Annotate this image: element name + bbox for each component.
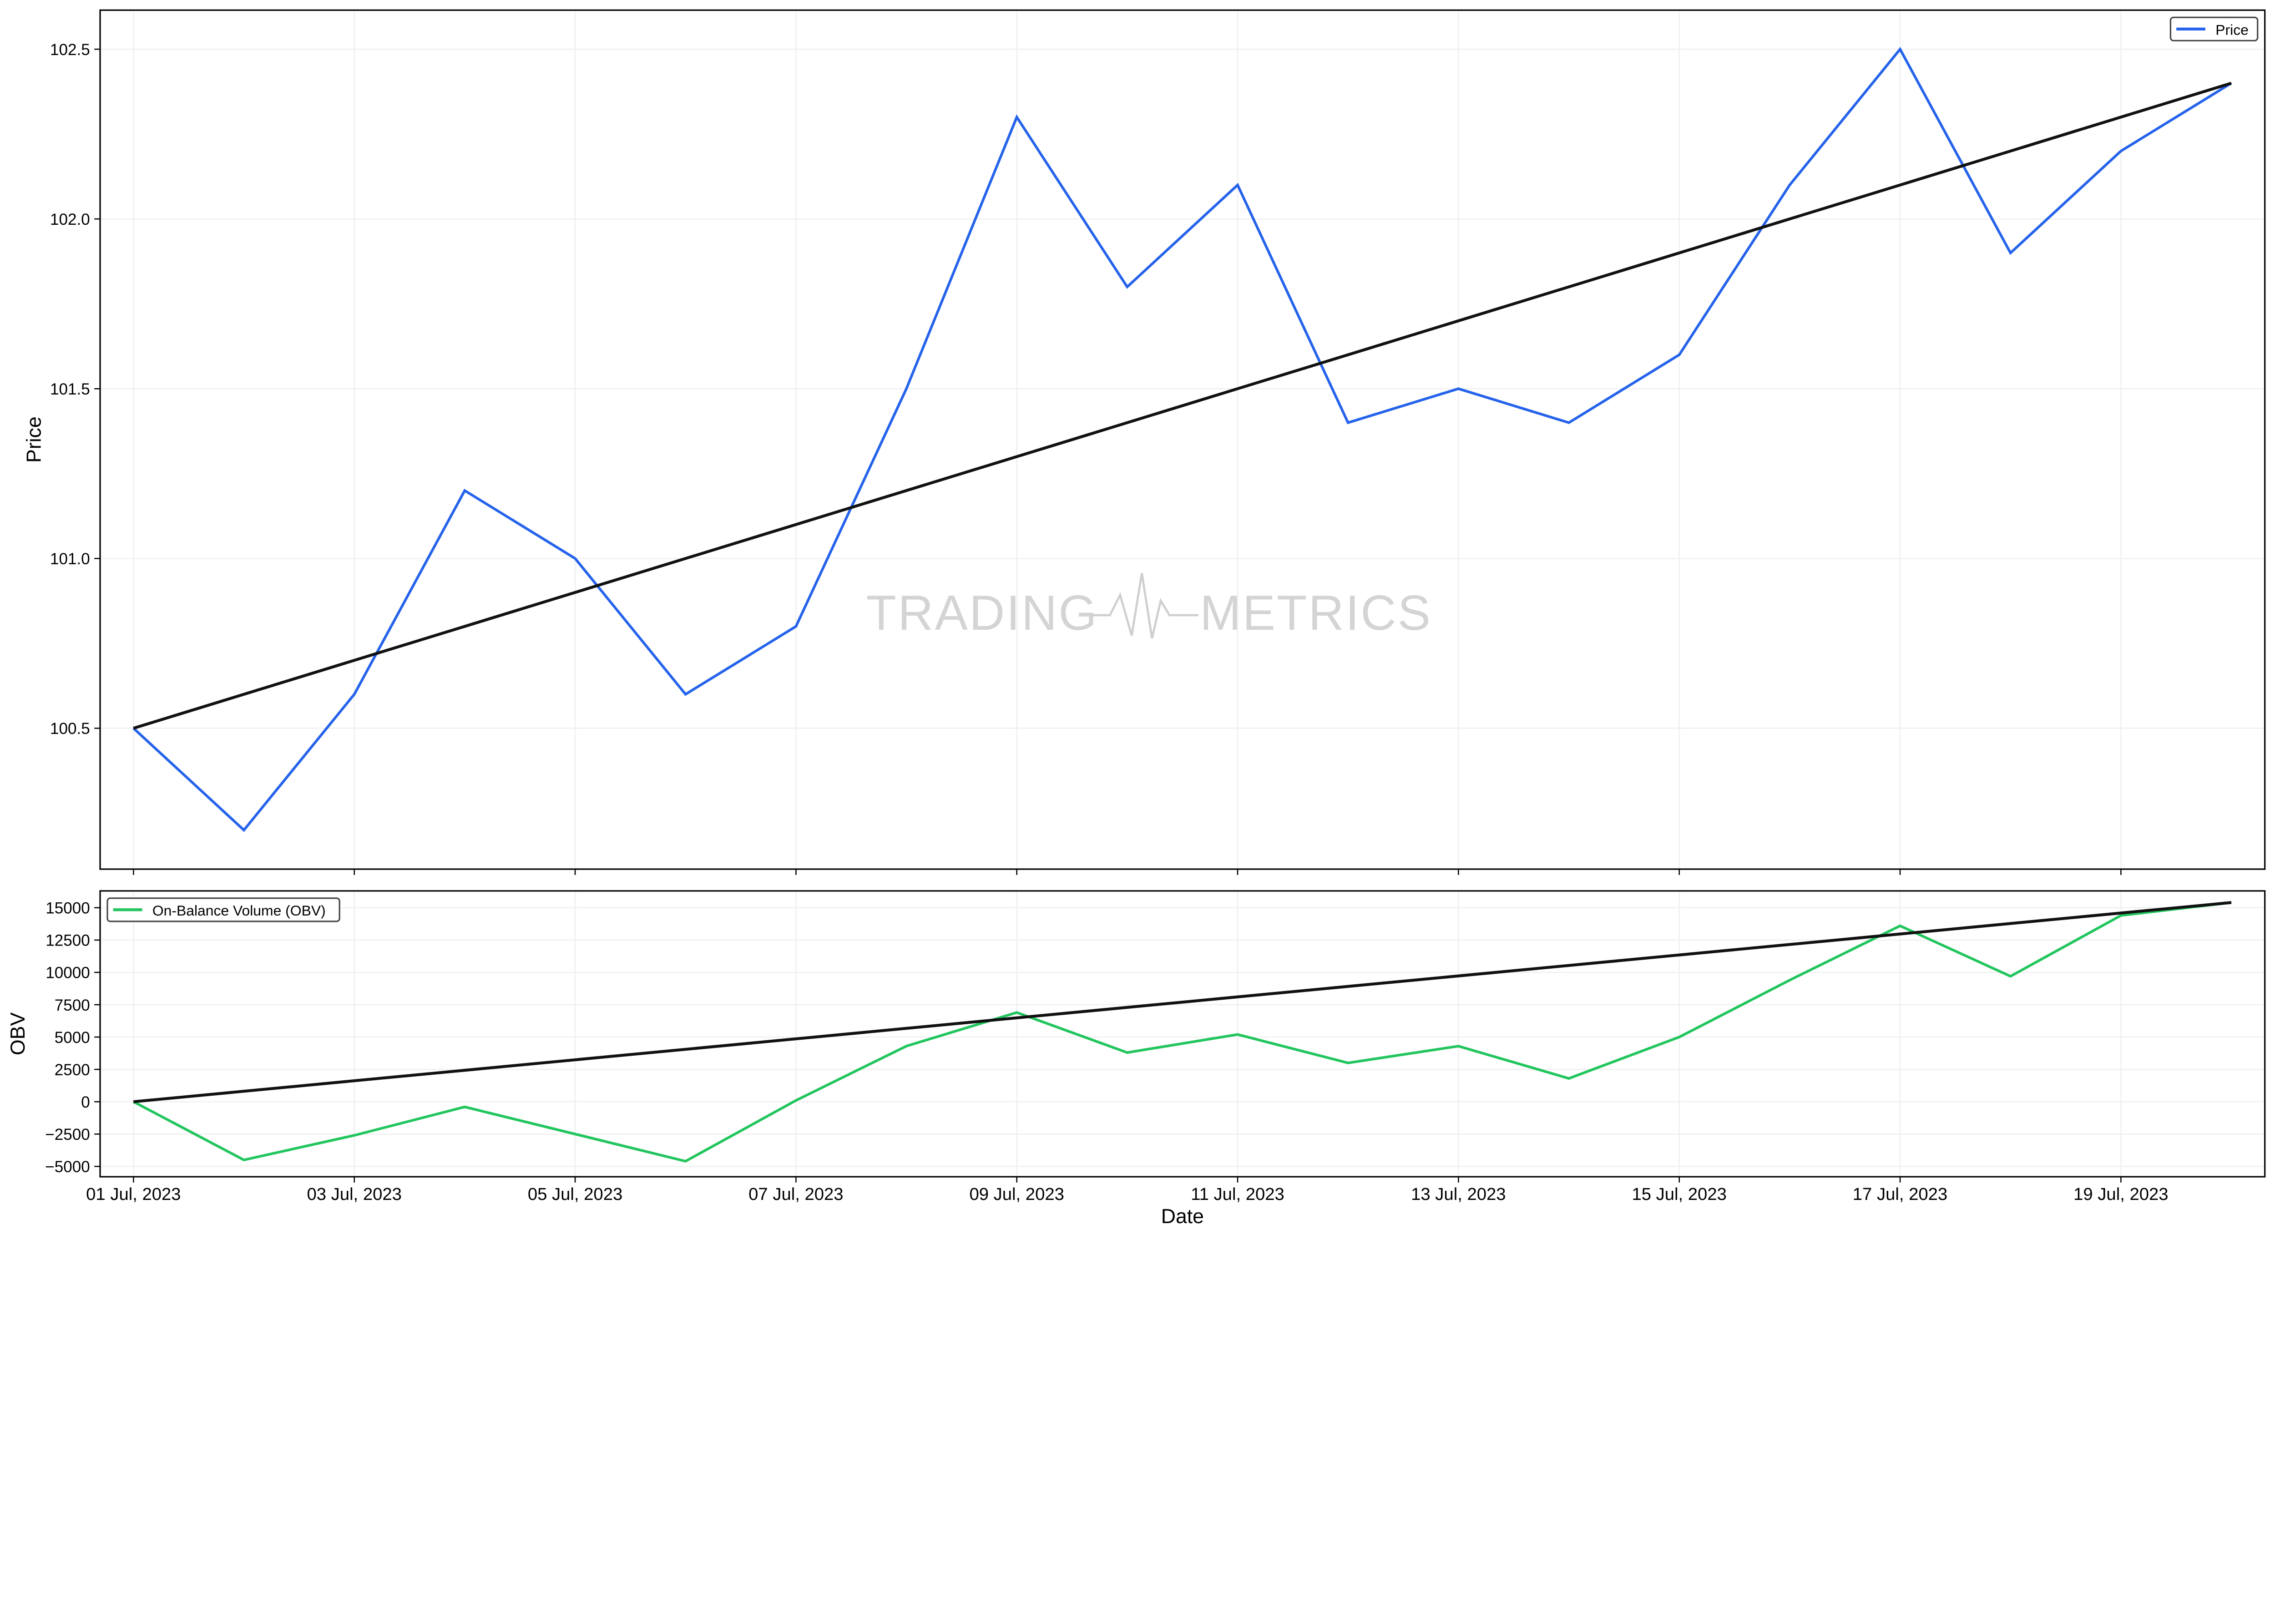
y-tick-label: 100.5	[50, 720, 90, 738]
legend-label: On-Balance Volume (OBV)	[152, 902, 326, 919]
y-tick-label: 102.0	[50, 211, 90, 228]
legend-box	[106, 897, 340, 922]
x-tick-label: 09 Jul, 2023	[969, 1184, 1064, 1204]
y-tick-label: 0	[81, 1093, 90, 1111]
y-tick-label: 101.0	[50, 550, 90, 568]
x-tick-label: 07 Jul, 2023	[748, 1184, 843, 1204]
y-tick-label: −5000	[45, 1158, 90, 1176]
series-line	[132, 46, 2232, 832]
y-tick-label: 10000	[46, 964, 90, 982]
obv-panel: −5000 −2500 0 2500 5000 7500 10000 12500 15000 OB…	[7, 890, 2266, 1228]
legend-label: Price	[2215, 22, 2249, 38]
trend-line	[133, 901, 2232, 1103]
x-tick-label: 13 Jul, 2023	[1411, 1184, 1506, 1204]
x-tick-label: 11 Jul, 2023	[1191, 1184, 1284, 1204]
watermark-right: METRICS	[1200, 585, 1432, 640]
watermark-logo: TRADING METRICS	[866, 573, 1432, 640]
x-tick-label: 15 Jul, 2023	[1632, 1184, 1726, 1204]
plot-frame	[99, 890, 2266, 1178]
x-tick-label: 01 Jul, 2023	[86, 1184, 181, 1204]
y-tick-label: 101.5	[50, 380, 90, 398]
y-tick-label: 102.5	[50, 41, 90, 59]
trend-line	[133, 81, 2232, 730]
y-tick-label: 7500	[55, 997, 90, 1014]
y-axis-label: OBV	[7, 1012, 29, 1055]
y-tick-label: 5000	[55, 1029, 90, 1047]
y-axis-label: Price	[23, 416, 45, 463]
legend-box	[2169, 16, 2259, 41]
series-line	[133, 901, 2232, 1163]
y-tick-label: 15000	[46, 900, 90, 917]
x-tick-label: 17 Jul, 2023	[1853, 1184, 1947, 1204]
x-axis-label: Date	[1161, 1205, 1204, 1228]
y-tick-label: 12500	[46, 932, 90, 950]
price-panel: 100.5 101.0 101.5 102.0 102.5 Price Price	[23, 9, 2266, 875]
x-tick-label: 05 Jul, 2023	[528, 1184, 622, 1204]
y-tick-label: −2500	[45, 1126, 90, 1143]
watermark-left: TRADING	[866, 585, 1098, 640]
chart: 100.5 101.0 101.5 102.0 102.5 Price Price −500…	[7, 9, 2266, 1228]
y-tick-label: 2500	[55, 1061, 90, 1079]
x-tick-label: 03 Jul, 2023	[307, 1184, 401, 1204]
watermark-wave-icon	[1091, 573, 1198, 639]
x-tick-label: 19 Jul, 2023	[2073, 1184, 2168, 1204]
plot-frame	[99, 9, 2266, 870]
